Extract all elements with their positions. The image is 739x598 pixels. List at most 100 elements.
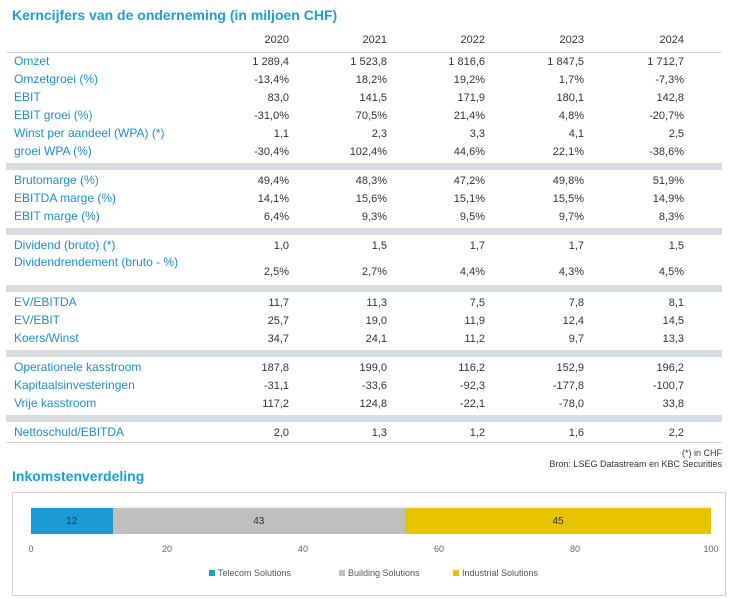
cell-value: 1,7 [469, 240, 485, 252]
year-header: 2021 [362, 34, 387, 46]
cell-value: -38,6% [649, 146, 684, 158]
cell-value: 4,1 [568, 128, 584, 140]
cell-value: 102,4% [349, 146, 387, 158]
cell-value: 1,1 [273, 128, 289, 140]
table-row: EBITDA marge (%) 14,1% 15,6% 15,1% 15,5% 14,9… [6, 190, 722, 208]
cell-value: 7,5 [469, 297, 485, 309]
cell-value: 25,7 [267, 315, 289, 327]
legend-swatch [339, 570, 345, 576]
legend-item: Telecom Solutions [209, 568, 291, 578]
x-tick-label: 0 [28, 544, 34, 554]
cell-value: 187,8 [261, 362, 289, 374]
cell-value: 11,3 [366, 297, 387, 309]
table-row: EBIT marge (%) 6,4% 9,3% 9,5% 9,7% 8,3% [6, 208, 722, 226]
legend-swatch [209, 570, 215, 576]
cell-value: 9,3% [361, 211, 387, 223]
group-separator [6, 415, 722, 422]
table-row: Omzetgroei (%) -13,4% 18,2% 19,2% 1,7% -7,3% [6, 71, 722, 89]
row-label: Koers/Winst [14, 331, 79, 345]
row-label: Operationele kasstroom [14, 360, 142, 374]
cell-value: -20,7% [649, 110, 684, 122]
cell-value: 2,5% [263, 266, 289, 278]
legend-item: Industrial Solutions [453, 568, 538, 578]
year-header: 2020 [264, 34, 289, 46]
cell-value: 12,4 [562, 315, 584, 327]
cell-value: 18,2% [355, 74, 387, 86]
cell-value: 19,2% [453, 74, 485, 86]
cell-value: 15,5% [552, 193, 584, 205]
cell-value: -7,3% [655, 74, 684, 86]
cell-value: -177,8 [552, 380, 584, 392]
cell-value: 9,7 [568, 333, 584, 345]
x-tick-label: 20 [161, 544, 172, 554]
cell-value: 8,1 [668, 297, 684, 309]
row-label: EBIT marge (%) [14, 209, 100, 223]
cell-value: 34,7 [267, 333, 289, 345]
income-title: Inkomstenverdeling [12, 468, 145, 484]
cell-value: -30,4% [254, 146, 289, 158]
row-label: EBITDA marge (%) [14, 191, 117, 205]
table-row: Vrije kasstroom 117,2 124,8 -22,1 -78,0 33,8 [6, 395, 722, 413]
source-note: Bron: LSEG Datastream en KBC Securities [549, 459, 722, 469]
cell-value: 141,5 [359, 92, 387, 104]
cell-value: 1 816,6 [448, 56, 485, 68]
cell-value: 196,2 [656, 362, 684, 374]
table-header: 2020 2021 2022 2023 2024 [6, 30, 722, 53]
cell-value: 1 289,4 [252, 56, 289, 68]
row-label: Vrije kasstroom [14, 396, 97, 410]
table-row: EV/EBIT 25,7 19,0 11,9 12,4 14,5 [6, 312, 722, 330]
table-row: EBIT groei (%) -31,0% 70,5% 21,4% 4,8% -20,7% [6, 107, 722, 125]
cell-value: 83,0 [267, 92, 289, 104]
cell-value: -13,4% [254, 74, 289, 86]
cell-value: 14,5 [662, 315, 684, 327]
bar-segment-2: 43 [112, 508, 405, 534]
table-bottom-border [6, 442, 722, 443]
table-row: Nettoschuld/EBITDA 2,0 1,3 1,2 1,6 2,2 [6, 424, 722, 442]
cell-value: -22,1 [459, 398, 485, 410]
cell-value: 14,9% [652, 193, 684, 205]
row-label: Omzet [14, 54, 50, 68]
table-row: Operationele kasstroom 187,8 199,0 116,2 152… [6, 359, 722, 377]
cell-value: -92,3 [459, 380, 485, 392]
table-row: EV/EBITDA 11,7 11,3 7,5 7,8 8,1 [6, 294, 722, 312]
cell-value: 3,3 [469, 128, 485, 140]
cell-value: -100,7 [652, 380, 684, 392]
row-label: EBIT groei (%) [14, 108, 93, 122]
cell-value: 2,0 [273, 427, 289, 439]
row-label: Dividendrendement (bruto - %) [14, 255, 179, 269]
cell-value: 1,5 [371, 240, 387, 252]
table-row: Winst per aandeel (WPA) (*) 1,1 2,3 3,3 4,1 2… [6, 125, 722, 143]
group-separator [6, 163, 722, 170]
legend-swatch [453, 570, 459, 576]
cell-value: 44,6% [453, 146, 485, 158]
row-label: Kapitaalsinvesteringen [14, 378, 135, 392]
cell-value: 21,4% [453, 110, 485, 122]
cell-value: 49,4% [257, 175, 289, 187]
cell-value: 1,0 [273, 240, 289, 252]
cell-value: -31,1 [263, 380, 289, 392]
cell-value: 2,3 [371, 128, 387, 140]
cell-value: 116,2 [458, 362, 485, 374]
cell-value: 1,5 [668, 240, 684, 252]
cell-value: 142,8 [656, 92, 684, 104]
income-chart: 12 43 45 0 20 40 60 80 100 Telecom Solutions Bui… [12, 492, 726, 596]
table-row: EBIT 83,0 141,5 171,9 180,1 142,8 [6, 89, 722, 107]
cell-value: 33,8 [662, 398, 684, 410]
cell-value: 2,2 [668, 427, 684, 439]
cell-value: 14,1% [257, 193, 289, 205]
legend-item: Building Solutions [339, 568, 420, 578]
cell-value: 4,8% [558, 110, 584, 122]
table-row: Dividendrendement (bruto - %) 2,5% 2,7% 4,4… [6, 255, 722, 283]
group-separator [6, 285, 722, 292]
legend-label: Building Solutions [348, 568, 420, 578]
footnote: (*) in CHF [682, 448, 722, 458]
bar-segment-1: 12 [31, 508, 113, 534]
cell-value: 124,8 [359, 398, 387, 410]
row-label: EV/EBITDA [14, 295, 77, 309]
cell-value: 171,9 [457, 92, 485, 104]
cell-value: 49,8% [552, 175, 584, 187]
table-row: Koers/Winst 34,7 24,1 11,2 9,7 13,3 [6, 330, 722, 348]
cell-value: 1,2 [469, 427, 485, 439]
year-header: 2023 [559, 34, 584, 46]
table-row: Dividend (bruto) (*) 1,0 1,5 1,7 1,7 1,5 [6, 237, 722, 255]
